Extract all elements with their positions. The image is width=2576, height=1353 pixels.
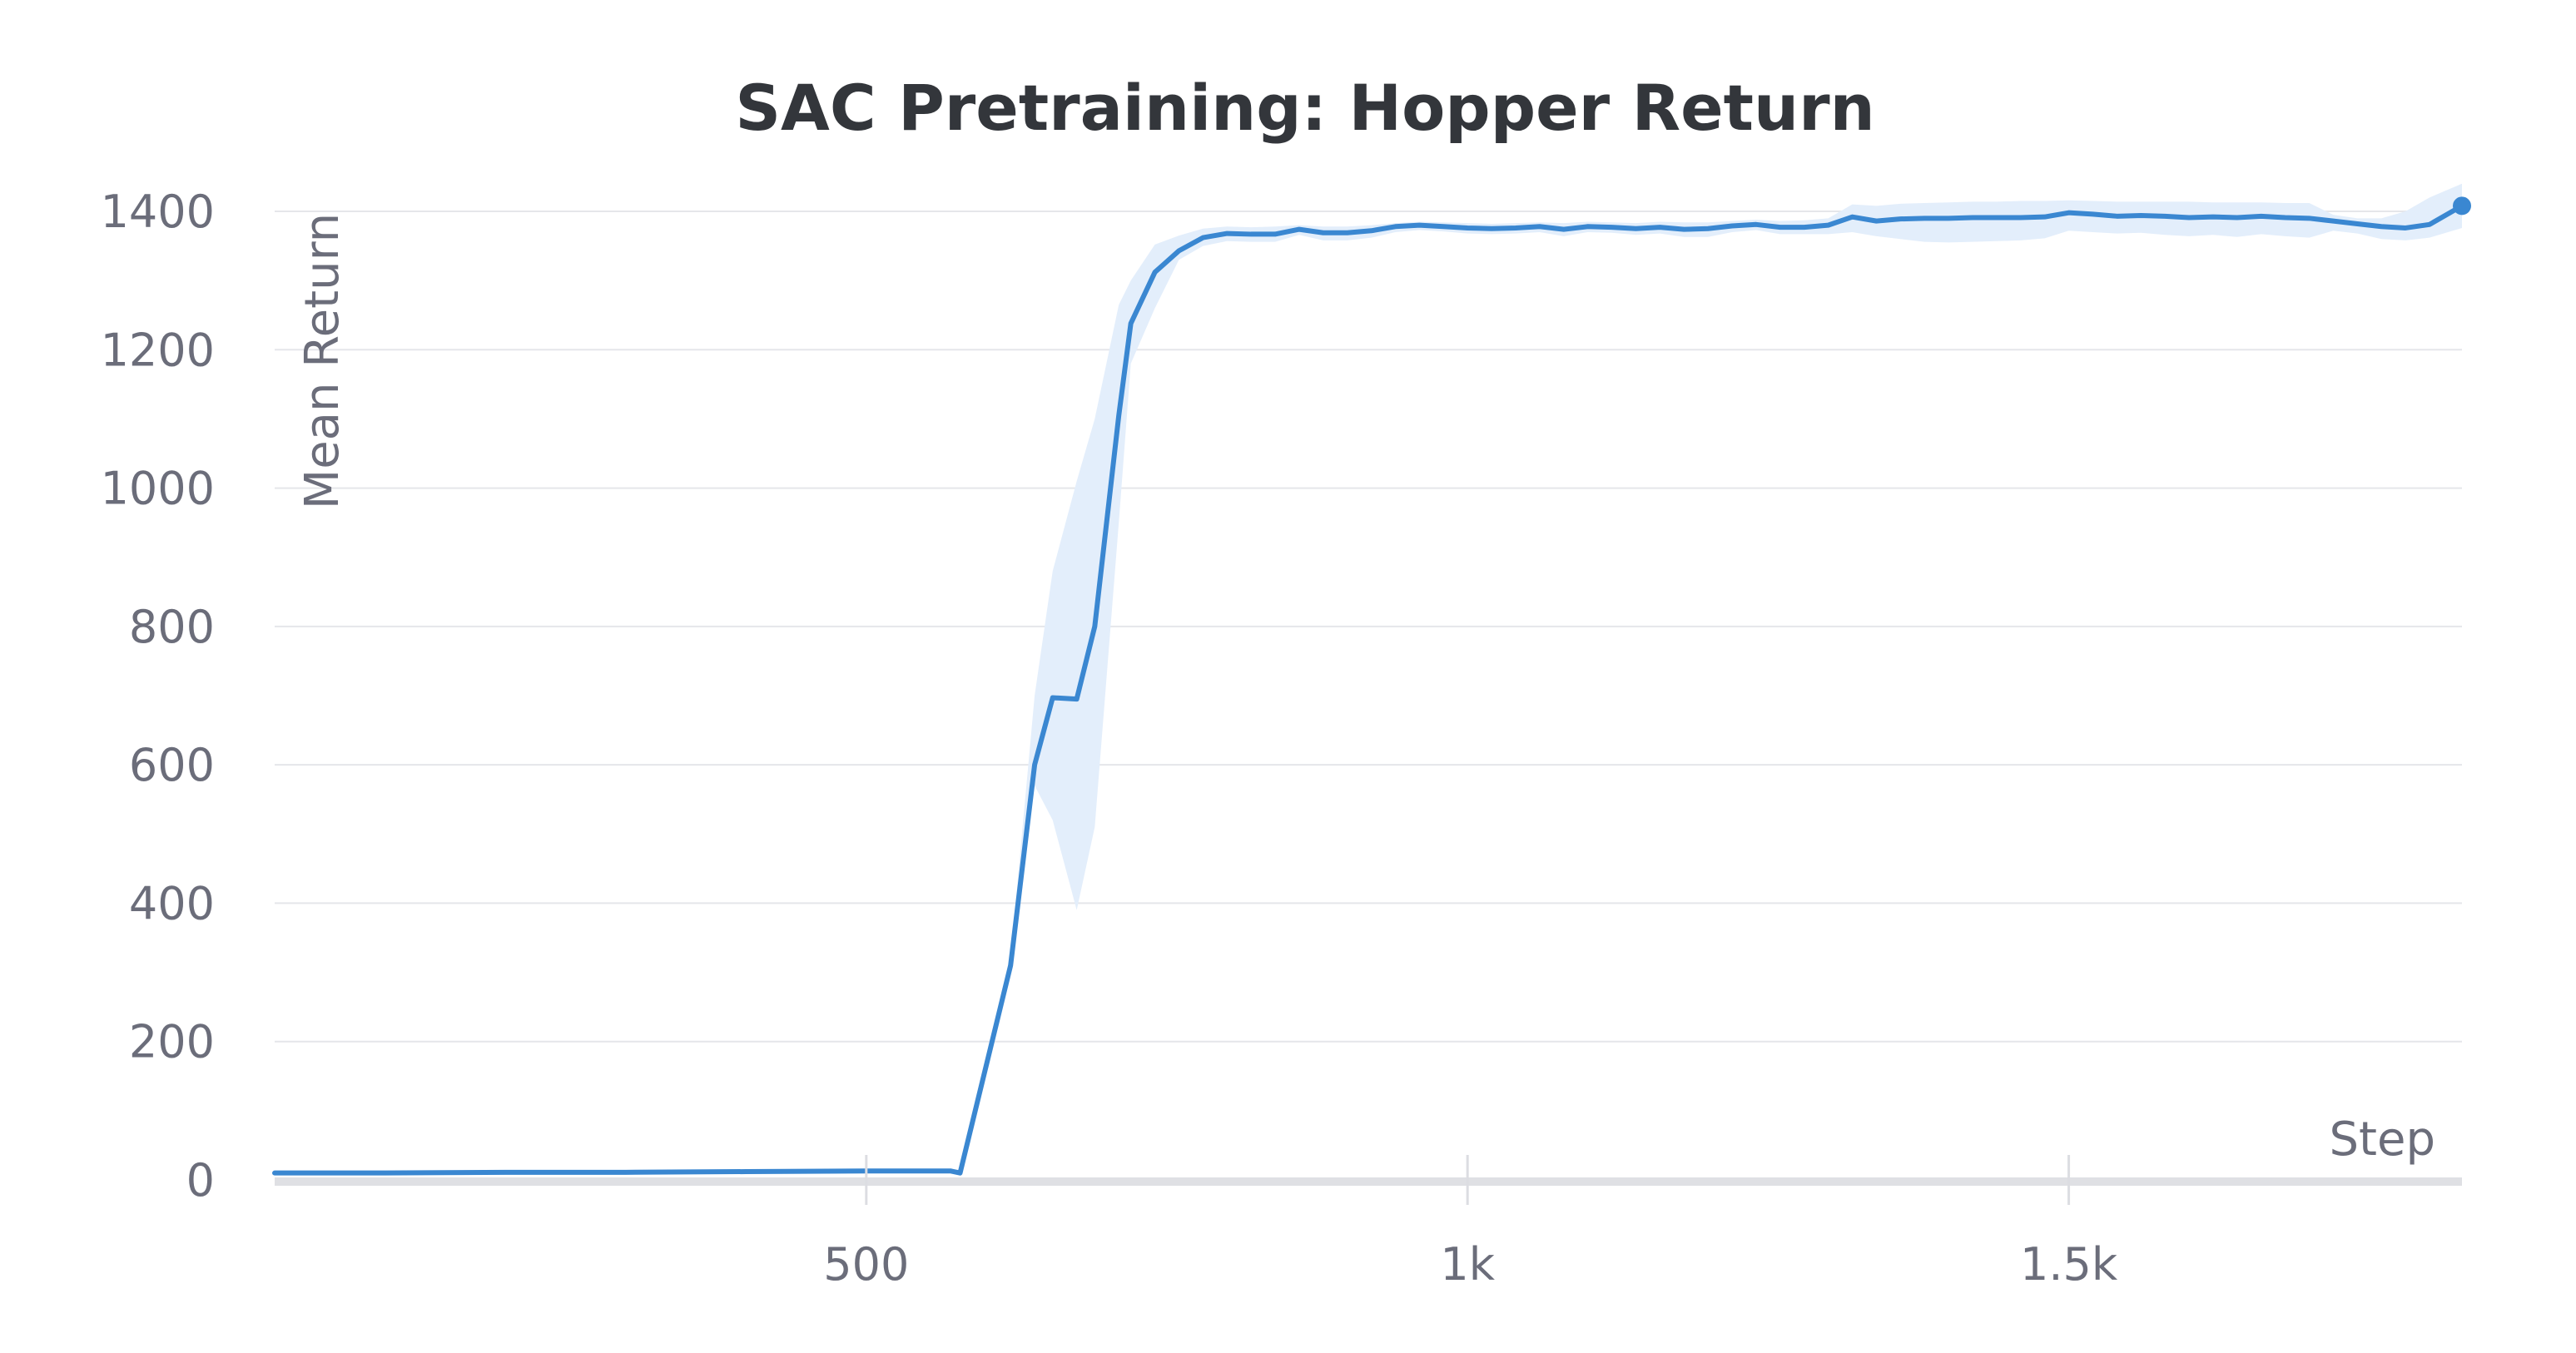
y-axis-title: Mean Return [295,213,350,509]
y-axis-ticks: 0 200 400 600 800 1000 1200 1400 [101,186,215,1207]
y-tick-label-1400: 1400 [101,186,215,238]
y-tick-label-1000: 1000 [101,463,215,515]
chart-title: SAC Pretraining: Hopper Return [735,71,1874,145]
y-tick-label-0: 0 [186,1154,215,1207]
x-axis-ticks: 500 1k 1.5k [823,1155,2118,1291]
x-axis-title: Step [2329,1113,2435,1167]
x-tick-label-1.5k: 1.5k [2020,1238,2118,1291]
series-endpoint-0 [2453,196,2471,216]
y-tick-label-400: 400 [129,877,215,929]
gridlines [275,211,2462,1043]
x-tick-label-1k: 1k [1440,1238,1495,1291]
series-line-0 [272,203,2464,1176]
y-tick-label-1200: 1200 [101,324,215,376]
series-band-0 [275,183,2462,1175]
confidence-band [275,183,2462,1175]
x-tick-label-500: 500 [823,1238,909,1291]
y-tick-label-800: 800 [129,601,215,653]
y-tick-label-200: 200 [129,1016,215,1068]
y-tick-label-600: 600 [129,739,215,791]
series-line [272,196,2471,1176]
